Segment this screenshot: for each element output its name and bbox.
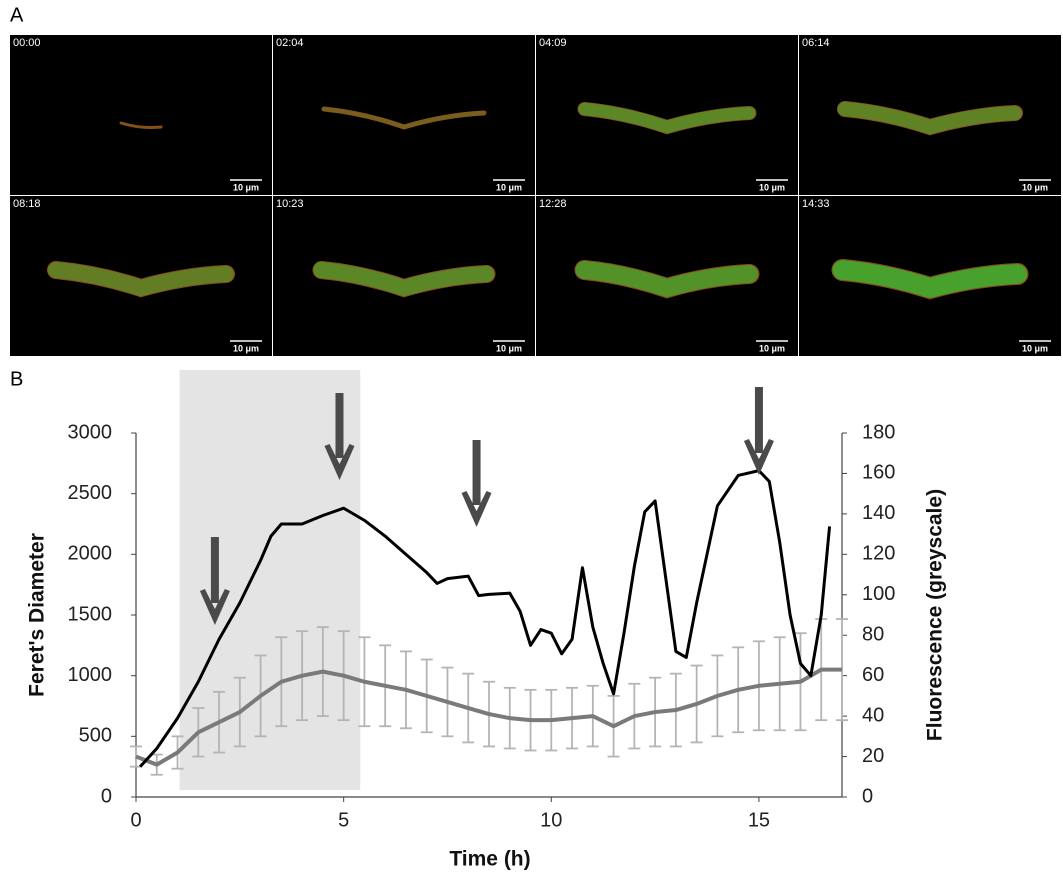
timestamp: 08:18: [13, 198, 41, 210]
scale-label: 10 μm: [759, 182, 785, 192]
arrow-head: [199, 589, 230, 625]
timestamp: 06:14: [802, 37, 830, 49]
arrow-shaft: [472, 440, 481, 505]
colony-fluorescence: [575, 261, 759, 298]
x-axis-title: Time (h): [449, 848, 530, 871]
y2-tick-label: 180: [862, 421, 895, 443]
arrow: [461, 440, 492, 527]
scale-label: 10 μm: [496, 343, 522, 353]
y-tick-label: 1000: [68, 664, 113, 686]
colony-fluorescence: [47, 261, 235, 297]
y2-tick-label: 60: [862, 664, 884, 686]
x-tick-label: 15: [748, 809, 770, 831]
y2-tick-label: 100: [862, 583, 895, 605]
y2-tick-label: 160: [862, 462, 895, 484]
colony: [321, 106, 487, 130]
y2-tick-label: 80: [862, 624, 884, 646]
colony-fluorescence: [119, 121, 163, 129]
arrow-head: [461, 491, 492, 527]
colony-fluorescence: [837, 101, 1023, 135]
arrow: [743, 387, 774, 475]
scale-label: 10 μm: [1022, 182, 1048, 192]
arrow-shaft: [210, 537, 219, 603]
y2-tick-label: 40: [862, 704, 884, 726]
image-frame: [273, 35, 535, 195]
x-tick-label: 5: [338, 809, 349, 831]
scale-label: 10 μm: [1022, 343, 1048, 353]
arrow: [324, 393, 355, 480]
y-tick-label: 500: [79, 725, 112, 747]
timestamp: 10:23: [276, 198, 304, 210]
arrow-shaft: [335, 393, 344, 458]
timestamp: 04:09: [539, 37, 567, 49]
y-tick-label: 2000: [68, 543, 113, 565]
scale-label: 10 μm: [233, 343, 259, 353]
shaded-region: [179, 370, 361, 790]
colony-fluorescence: [832, 260, 1028, 299]
arrow: [199, 537, 230, 625]
y2-tick-label: 0: [862, 785, 873, 807]
y2-tick-label: 140: [862, 502, 895, 524]
colony: [119, 121, 163, 129]
scale-label: 10 μm: [759, 343, 785, 353]
y2-tick-label: 120: [862, 543, 895, 565]
colony-fluorescence: [321, 106, 487, 130]
y-axis-title: Feret's Diameter: [26, 533, 49, 697]
arrow-head: [743, 439, 774, 475]
panel-label: A: [10, 4, 24, 26]
x-tick-label: 0: [130, 809, 141, 831]
y-tick-label: 1500: [68, 603, 113, 625]
timestamp: 02:04: [276, 37, 304, 49]
y-tick-label: 3000: [68, 421, 113, 443]
y-tick-label: 0: [101, 785, 112, 807]
timestamp: 14:33: [802, 198, 830, 210]
colony-fluorescence: [313, 261, 495, 297]
arrow-head: [324, 444, 355, 480]
timestamp: 12:28: [539, 198, 567, 210]
y2-tick-label: 20: [862, 745, 884, 767]
y-tick-label: 2500: [68, 482, 113, 504]
data-line: [135, 667, 842, 767]
data-line: [139, 469, 832, 768]
colony-fluorescence: [578, 102, 756, 134]
y2-axis-title: Fluorescence (greyscale): [924, 489, 947, 741]
timestamp: 00:00: [13, 37, 41, 49]
panel-label: B: [10, 368, 23, 390]
scale-label: 10 μm: [496, 182, 522, 192]
image-frame: [10, 35, 272, 195]
x-tick-label: 10: [540, 809, 562, 831]
scale-label: 10 μm: [233, 182, 259, 192]
arrow-shaft: [754, 387, 763, 453]
image-frame: [536, 35, 798, 195]
image-frame: [273, 196, 535, 356]
